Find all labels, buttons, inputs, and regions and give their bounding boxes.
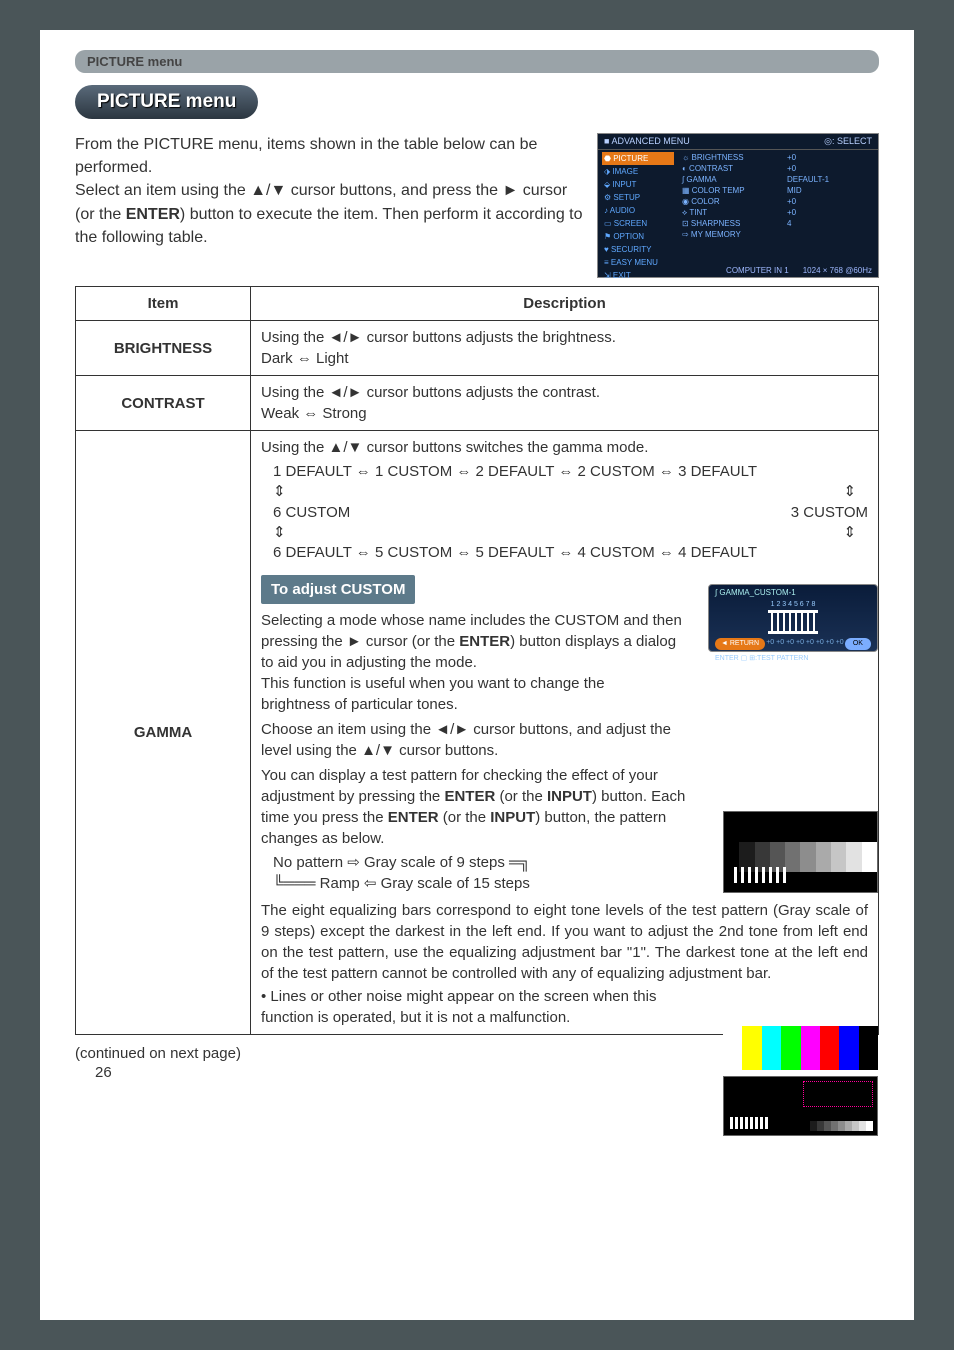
gamma-eq-p: The eight equalizing bars correspond to … bbox=[261, 900, 868, 984]
osd-mid-item: ▦ COLOR TEMP bbox=[682, 185, 779, 196]
osd-right-col: +0 +0 DEFAULT-1 MID +0 +0 4 bbox=[783, 150, 863, 255]
osd-left-item: ⬣ PICTURE bbox=[602, 152, 674, 165]
t1enter: ENTER bbox=[444, 788, 495, 805]
th-desc: Description bbox=[251, 287, 879, 321]
osd-mid-item: ◐ CONTRAST bbox=[682, 163, 779, 174]
intro-row: From the PICTURE menu, items shown in th… bbox=[75, 133, 879, 278]
osd-right-item: +0 bbox=[787, 152, 859, 163]
row-gamma-desc: Using the ▲/▼ cursor buttons switches th… bbox=[251, 431, 879, 1035]
osd-header: ■ ADVANCED MENU ◎: SELECT bbox=[598, 134, 878, 150]
dialog-title: ∫ GAMMA_CUSTOM-1 bbox=[709, 585, 877, 600]
osd-menu-screenshot: ■ ADVANCED MENU ◎: SELECT ⬣ PICTURE ⬗ IM… bbox=[597, 133, 879, 278]
dialog-ok: OK bbox=[845, 638, 871, 650]
dialog-bars bbox=[709, 610, 877, 634]
osd-right-item: +0 bbox=[787, 196, 859, 207]
row-contrast-desc: Using the ◄/► cursor buttons adjusts the… bbox=[251, 376, 879, 431]
title-pill-text: PICTURE menu bbox=[97, 91, 236, 112]
osd-header-left: ■ ADVANCED MENU bbox=[604, 136, 690, 147]
gray-scale-9-image bbox=[723, 811, 878, 893]
osd-header-right: ◎: SELECT bbox=[824, 136, 872, 147]
contrast-desc-b: Weak ⇔ Strong bbox=[261, 405, 367, 422]
row-brightness-desc: Using the ◄/► cursor buttons adjusts the… bbox=[251, 321, 879, 376]
osd-right-item: 4 bbox=[787, 218, 859, 229]
page: PICTURE menu PICTURE menu From the PICTU… bbox=[40, 30, 914, 1320]
osd-mid-item: ⊡ SHARPNESS bbox=[682, 218, 779, 229]
gamma-cycle: 1 DEFAULT ⇔ 1 CUSTOM ⇔ 2 DEFAULT ⇔ 2 CUS… bbox=[273, 462, 868, 563]
osd-right-item: +0 bbox=[787, 163, 859, 174]
row-gamma-label: GAMMA bbox=[76, 431, 251, 1035]
osd-right-item: +0 bbox=[787, 207, 859, 218]
gamma-cycle-l3b: 3 CUSTOM bbox=[791, 503, 868, 523]
gamma-note-p: • Lines or other noise might appear on t… bbox=[261, 986, 661, 1028]
osd-footer-source: COMPUTER IN 1 bbox=[726, 266, 789, 275]
intro-text: From the PICTURE menu, items shown in th… bbox=[75, 133, 585, 278]
intro-p1: From the PICTURE menu, items shown in th… bbox=[75, 136, 537, 176]
gamma-test-p1: You can display a test pattern for check… bbox=[261, 765, 701, 849]
brightness-desc-b: Dark ⇔ Light bbox=[261, 350, 349, 367]
gamma-custom-p2: This function is useful when you want to… bbox=[261, 673, 661, 715]
osd-left-item: ▭ SCREEN bbox=[602, 217, 674, 230]
gamma-cycle-l2b: ⇕ bbox=[844, 482, 857, 502]
osd-mid-col: ☼ BRIGHTNESS ◐ CONTRAST ∫ GAMMA ▦ COLOR … bbox=[678, 150, 783, 255]
osd-left-col: ⬣ PICTURE ⬗ IMAGE ⬙ INPUT ⚙ SETUP ♪ AUDI… bbox=[598, 150, 678, 255]
osd-mid-item: ◉ COLOR bbox=[682, 196, 779, 207]
gamma-cycle-l1: 1 DEFAULT ⇔ 1 CUSTOM ⇔ 2 DEFAULT ⇔ 2 CUS… bbox=[273, 462, 868, 482]
th-item: Item bbox=[76, 287, 251, 321]
osd-mid-item: ∫ GAMMA bbox=[682, 174, 779, 185]
section-bar-title: PICTURE menu bbox=[87, 54, 182, 69]
dialog-bottom: ENTER ▢ ⊞:TEST PATTERN bbox=[709, 654, 877, 664]
osd-left-item: ⚙ SETUP bbox=[602, 191, 674, 204]
osd-left-item: ♪ AUDIO bbox=[602, 204, 674, 217]
gamma-custom-p1: Selecting a mode whose name includes the… bbox=[261, 610, 691, 673]
gamma-intro: Using the ▲/▼ cursor buttons switches th… bbox=[261, 437, 868, 458]
gamma-custom-dialog: ∫ GAMMA_CUSTOM-1 1 2 3 4 5 6 7 8 ◄ RETUR… bbox=[708, 584, 878, 652]
gamma-cycle-l2a: ⇕ bbox=[273, 482, 286, 502]
osd-left-item: ⇲ EXIT bbox=[602, 269, 674, 282]
gamma-cycle-l5: 6 DEFAULT ⇔ 5 CUSTOM ⇔ 5 DEFAULT ⇔ 4 CUS… bbox=[273, 543, 868, 563]
t1b: (or the bbox=[495, 788, 547, 805]
title-pill: PICTURE menu bbox=[75, 85, 258, 119]
osd-left-item: ♥ SECURITY bbox=[602, 243, 674, 256]
t1d: (or the bbox=[439, 809, 491, 826]
contrast-desc-a: Using the ◄/► cursor buttons adjusts the… bbox=[261, 384, 600, 401]
t1input: INPUT bbox=[547, 788, 592, 805]
osd-footer-res: 1024 × 768 @60Hz bbox=[803, 266, 872, 275]
intro-enter: ENTER bbox=[126, 206, 180, 223]
mixed-pattern-image bbox=[723, 1076, 878, 1136]
osd-mid-item: ⟡ TINT bbox=[682, 207, 779, 218]
gamma-cycle-l3a: 6 CUSTOM bbox=[273, 503, 350, 523]
gamma-custom-p3: Choose an item using the ◄/► cursor butt… bbox=[261, 719, 691, 761]
gamma-cycle-l4b: ⇕ bbox=[844, 523, 857, 543]
gamma-sub-pill: To adjust CUSTOM bbox=[261, 575, 415, 604]
row-brightness-label: BRIGHTNESS bbox=[76, 321, 251, 376]
osd-left-item: ≡ EASY MENU bbox=[602, 256, 674, 269]
osd-footer: COMPUTER IN 1 1024 × 768 @60Hz bbox=[726, 266, 872, 275]
color-bars-image bbox=[723, 1026, 878, 1070]
section-bar: PICTURE menu bbox=[75, 50, 879, 73]
t1input2: INPUT bbox=[490, 809, 535, 826]
osd-right-item: MID bbox=[787, 185, 859, 196]
row-contrast-label: CONTRAST bbox=[76, 376, 251, 431]
osd-mid-item: ⇨ MY MEMORY bbox=[682, 229, 779, 240]
osd-right-item: DEFAULT-1 bbox=[787, 174, 859, 185]
osd-left-item: ⚑ OPTION bbox=[602, 230, 674, 243]
t1enter2: ENTER bbox=[388, 809, 439, 826]
osd-mid-item: ☼ BRIGHTNESS bbox=[682, 152, 779, 163]
gamma-cycle-l4a: ⇕ bbox=[273, 523, 286, 543]
osd-left-item: ⬗ IMAGE bbox=[602, 165, 674, 178]
gamma-custom-enter: ENTER bbox=[459, 633, 510, 650]
settings-table: Item Description BRIGHTNESS Using the ◄/… bbox=[75, 286, 879, 1035]
osd-left-item: ⬙ INPUT bbox=[602, 178, 674, 191]
dialog-return: ◄ RETURN bbox=[715, 638, 765, 650]
brightness-desc-a: Using the ◄/► cursor buttons adjusts the… bbox=[261, 329, 616, 346]
